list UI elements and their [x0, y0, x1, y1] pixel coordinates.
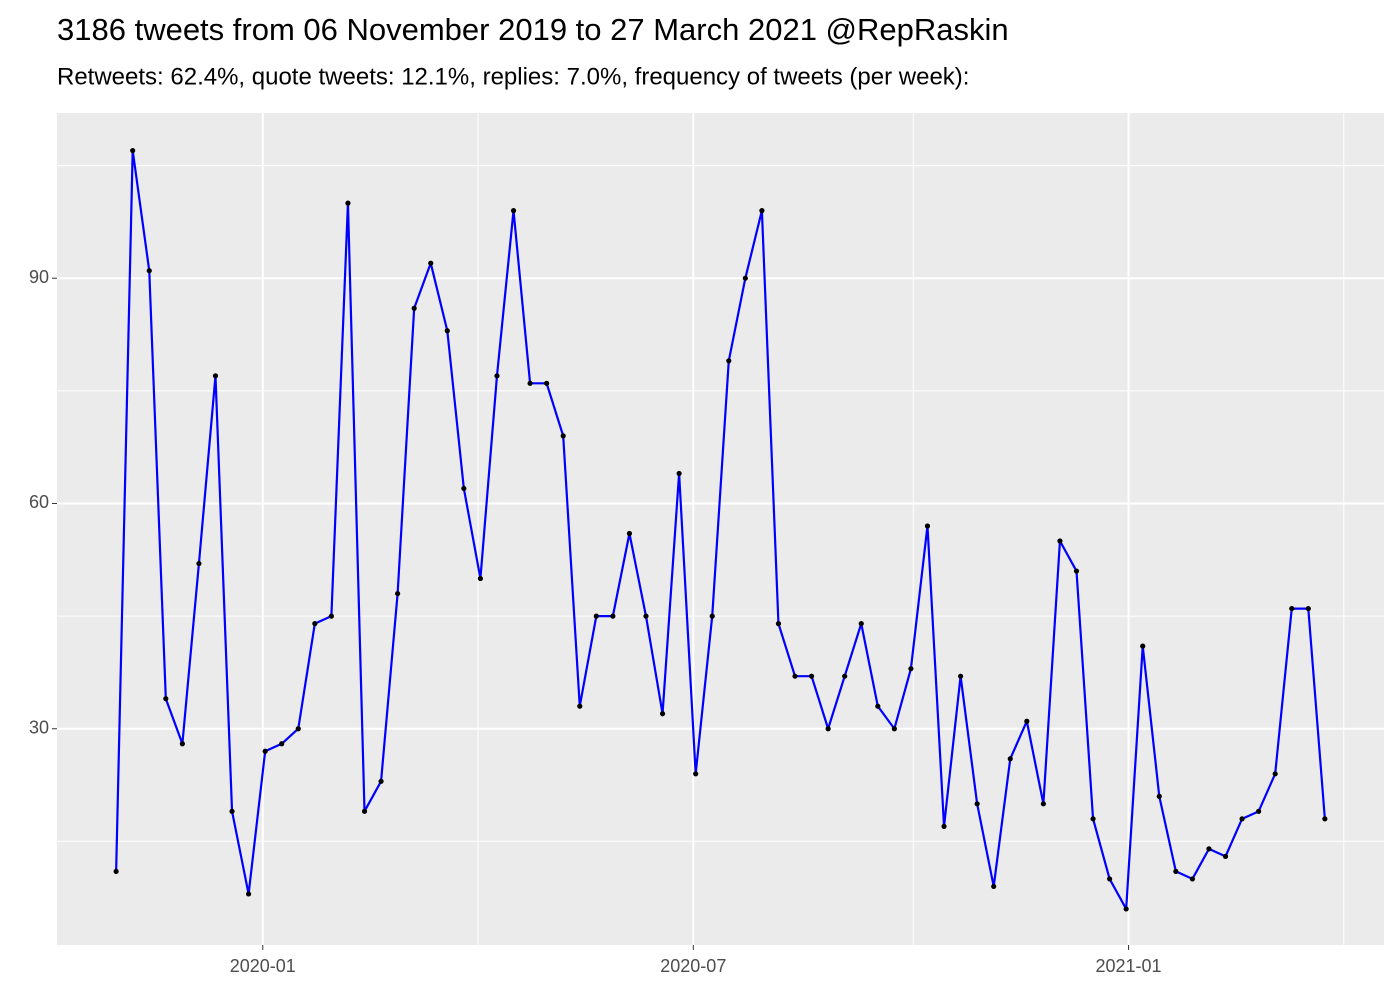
point — [146, 268, 152, 274]
point — [378, 778, 384, 784]
point — [1322, 816, 1328, 822]
point — [742, 275, 748, 281]
point — [1140, 643, 1146, 649]
point — [361, 808, 368, 814]
point — [229, 808, 235, 814]
point — [130, 147, 136, 154]
point — [163, 696, 169, 702]
point — [577, 703, 583, 709]
point — [196, 560, 202, 567]
point — [560, 433, 566, 439]
point — [1040, 801, 1046, 807]
point — [245, 891, 252, 897]
point — [461, 485, 467, 492]
point — [1256, 808, 1262, 814]
point — [212, 373, 219, 379]
point — [891, 726, 897, 732]
point — [1189, 876, 1196, 882]
point — [593, 613, 599, 619]
point — [295, 726, 301, 732]
point — [808, 673, 815, 679]
point — [875, 703, 881, 709]
point — [908, 666, 914, 672]
x-tick-label: 2020-01 — [230, 956, 296, 976]
point — [328, 613, 334, 619]
point — [1305, 605, 1311, 612]
point — [1272, 771, 1278, 777]
point — [842, 673, 848, 679]
point — [113, 868, 119, 875]
point — [1222, 853, 1229, 859]
point — [395, 590, 401, 597]
point — [1057, 538, 1063, 544]
point — [858, 621, 864, 627]
point — [494, 373, 500, 379]
point — [825, 726, 831, 732]
point — [924, 523, 931, 529]
point — [626, 530, 633, 537]
point — [643, 613, 649, 619]
point — [726, 358, 732, 364]
point — [345, 200, 351, 206]
point — [659, 711, 666, 717]
y-tick-label: 90 — [29, 267, 49, 287]
y-tick-label: 30 — [29, 717, 49, 737]
point — [709, 613, 715, 619]
point — [792, 673, 798, 679]
point — [428, 260, 434, 266]
point — [974, 801, 980, 807]
point — [477, 575, 484, 582]
point — [775, 621, 782, 627]
point — [1107, 876, 1113, 882]
point — [991, 883, 997, 890]
panel — [57, 113, 1384, 945]
point — [510, 208, 517, 214]
point — [1123, 906, 1129, 912]
point — [544, 380, 550, 386]
point — [1007, 756, 1013, 762]
point — [759, 208, 765, 214]
x-tick-label: 2021-01 — [1096, 956, 1162, 976]
point — [262, 748, 268, 754]
point — [1206, 846, 1212, 852]
point — [957, 673, 964, 679]
line — [115, 149, 1326, 911]
point — [1073, 568, 1080, 574]
point — [941, 823, 947, 829]
point — [1024, 718, 1030, 724]
x-tick-label: 2020-07 — [660, 956, 726, 976]
chart-subtitle: Retweets: 62.4%, quote tweets: 12.1%, re… — [57, 63, 969, 90]
point — [411, 305, 417, 311]
point — [179, 741, 185, 747]
point — [279, 741, 285, 747]
y-tick-label: 60 — [29, 492, 49, 512]
point — [693, 771, 699, 777]
point — [1090, 816, 1096, 822]
point — [312, 621, 318, 627]
point — [610, 613, 616, 619]
point — [527, 380, 533, 386]
point — [1173, 868, 1179, 875]
point — [444, 328, 450, 334]
point — [1289, 605, 1295, 612]
point — [676, 470, 682, 477]
point — [1156, 793, 1162, 799]
point — [1239, 816, 1245, 822]
chart-title: 3186 tweets from 06 November 2019 to 27 … — [57, 12, 1009, 47]
